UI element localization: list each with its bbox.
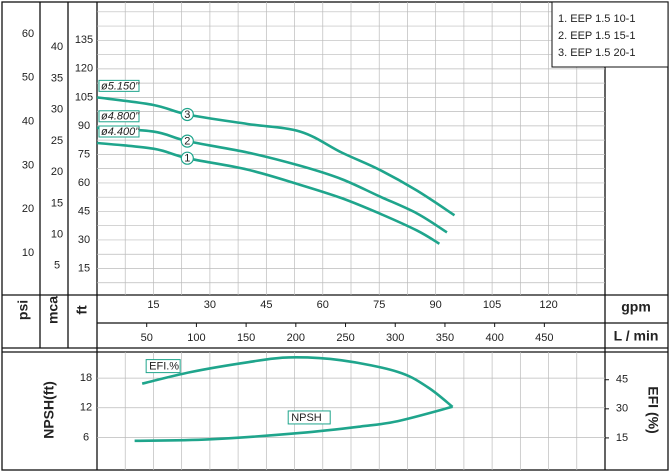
legend-entry: 3. EEP 1.5 20-1 (558, 47, 635, 59)
x2-tick-label: 200 (287, 332, 305, 344)
curve-number: 2 (184, 135, 190, 147)
efi-axis-label: EFI (%) (645, 386, 661, 433)
impeller-box (98, 79, 140, 92)
legend-entry: 1. EEP 1.5 10-1 (558, 13, 635, 25)
x2-tick-label: 400 (485, 332, 503, 344)
mca-tick-label: 40 (51, 41, 63, 53)
series-label-box (287, 410, 331, 425)
psi-label: psi (15, 300, 31, 320)
x-tick-label: 105 (483, 299, 501, 311)
y-tick-label: 135 (75, 34, 93, 46)
x2-tick-label: 350 (436, 332, 454, 344)
psi-tick-label: 60 (22, 28, 34, 40)
grid (97, 2, 605, 295)
curve (134, 405, 453, 443)
y-tick-label: 6 (83, 431, 89, 443)
npsh-axis-label: NPSH(ft) (41, 381, 57, 439)
x2-tick-label: 450 (535, 332, 553, 344)
curve-number-circle (180, 134, 194, 148)
mca-tick-label: 5 (54, 260, 60, 272)
y2-tick-label: 15 (616, 432, 628, 444)
legend-box (551, 1, 669, 68)
y-tick-label: 90 (78, 120, 90, 132)
impeller-box (98, 125, 140, 138)
psi-tick-label: 40 (22, 115, 34, 127)
curve-number: 1 (184, 153, 190, 165)
curve (96, 96, 456, 217)
curve (141, 356, 454, 408)
curve-number: 3 (184, 109, 190, 121)
series-label: EFI.% (149, 361, 179, 373)
mca-tick-label: 15 (51, 197, 63, 209)
x2-axis-label: L / min (614, 328, 659, 344)
x-tick-label: 75 (373, 299, 385, 311)
x2-tick-label: 150 (237, 332, 255, 344)
y-tick-label: 105 (75, 91, 93, 103)
series-label-box (145, 359, 181, 374)
y-tick-label: 45 (78, 205, 90, 217)
y-tick-label: 75 (78, 148, 90, 160)
mca-tick-label: 10 (51, 228, 63, 240)
impeller-label: ø5.150" (101, 80, 140, 92)
curve-number-circle (180, 107, 194, 122)
y-tick-label: 18 (80, 372, 92, 384)
x-tick-label: 120 (539, 299, 557, 311)
curve (96, 141, 441, 245)
y-tick-label: 30 (78, 234, 90, 246)
mca-tick-label: 35 (51, 72, 63, 84)
mca-tick-label: 30 (51, 104, 63, 116)
x-tick-label: 90 (430, 299, 442, 311)
y-tick-label: 120 (75, 63, 93, 75)
x2-tick-label: 250 (336, 332, 354, 344)
y-tick-label: 12 (80, 402, 92, 414)
y2-tick-label: 30 (616, 403, 628, 415)
psi-tick-label: 10 (22, 247, 34, 259)
impeller-label: ø4.800" (101, 111, 140, 123)
x2-tick-label: 300 (386, 332, 404, 344)
x2-tick-label: 100 (187, 332, 205, 344)
y-tick-label: 60 (78, 177, 90, 189)
x-tick-label: 60 (317, 299, 329, 311)
mca-tick-label: 25 (51, 135, 63, 147)
series-label: NPSH (291, 412, 322, 424)
impeller-box (98, 110, 140, 123)
psi-tick-label: 20 (22, 203, 34, 215)
mca-tick-label: 20 (51, 166, 63, 178)
curve-number-circle (180, 151, 194, 165)
legend-entry: 2. EEP 1.5 15-1 (558, 30, 635, 42)
x2-tick-label: 50 (141, 332, 153, 344)
x-tick-label: 30 (204, 299, 216, 311)
x-tick-label: 15 (147, 299, 159, 311)
x-tick-label: 45 (260, 299, 272, 311)
curve (96, 126, 448, 234)
y-tick-label: 15 (78, 262, 90, 274)
psi-tick-label: 50 (22, 72, 34, 84)
mca-label: mca (45, 296, 61, 324)
impeller-label: ø4.400" (101, 126, 140, 138)
y2-tick-label: 45 (616, 374, 628, 386)
psi-tick-label: 30 (22, 159, 34, 171)
ft-label: ft (74, 305, 90, 315)
x-axis-label: gpm (621, 299, 651, 315)
